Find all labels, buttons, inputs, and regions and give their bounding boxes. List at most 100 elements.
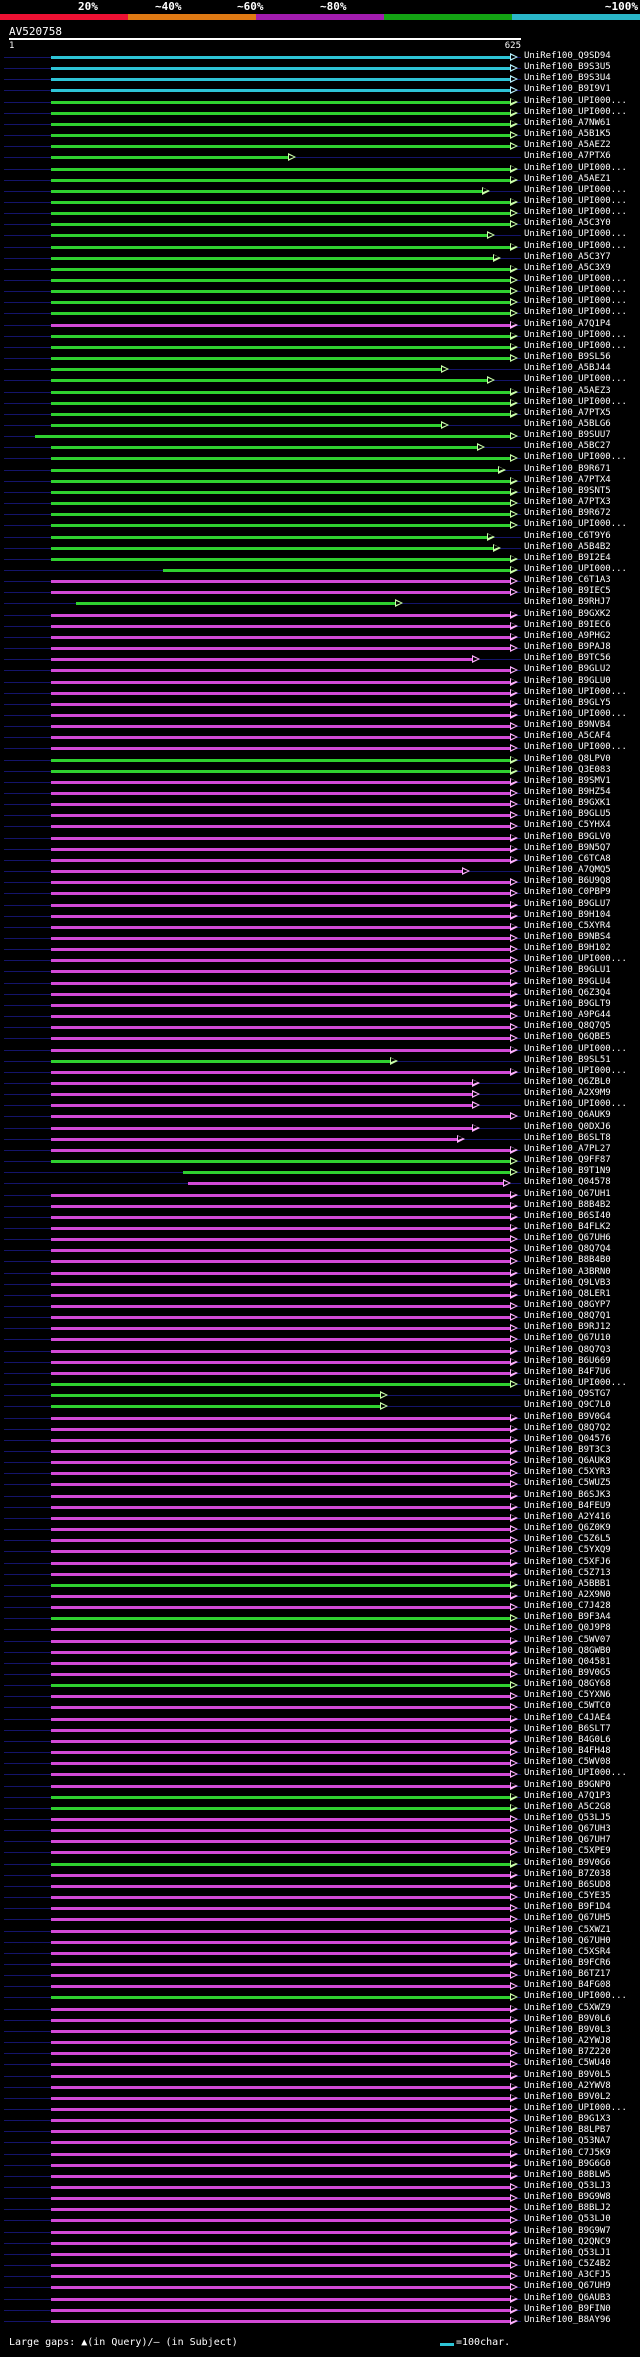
alignment-segment[interactable]: [50, 1684, 511, 1688]
alignment-segment[interactable]: [50, 1338, 511, 1342]
hit-row[interactable]: UniRef100_C5Z713: [0, 1568, 640, 1580]
hit-name[interactable]: UniRef100_Q8Q7Q2: [524, 1422, 611, 1433]
alignment-segment[interactable]: [183, 1171, 511, 1175]
hit-row[interactable]: UniRef100_UPI000...: [0, 519, 640, 531]
alignment-segment[interactable]: [50, 1293, 511, 1297]
hit-row[interactable]: UniRef100_A5BJ44: [0, 363, 640, 375]
hit-row[interactable]: UniRef100_B8LPB7: [0, 2125, 640, 2137]
alignment-segment[interactable]: [50, 167, 511, 171]
alignment-segment[interactable]: [50, 658, 473, 662]
alignment-segment[interactable]: [50, 1238, 511, 1242]
hit-row[interactable]: UniRef100_C5XSR4: [0, 1947, 640, 1959]
hit-row[interactable]: UniRef100_C7J5K9: [0, 2148, 640, 2160]
hit-name[interactable]: UniRef100_UPI000...: [524, 329, 627, 340]
hit-row[interactable]: UniRef100_A5C2G8: [0, 1802, 640, 1814]
alignment-segment[interactable]: [50, 1349, 511, 1353]
alignment-segment[interactable]: [50, 1695, 511, 1699]
alignment-segment[interactable]: [50, 1717, 511, 1721]
hit-row[interactable]: UniRef100_Q67UH9: [0, 2281, 640, 2293]
alignment-segment[interactable]: [50, 379, 488, 383]
hit-name[interactable]: UniRef100_A5AEZ2: [524, 140, 611, 151]
hit-name[interactable]: UniRef100_B9T3C3: [524, 1444, 611, 1455]
hit-name[interactable]: UniRef100_B9RJ12: [524, 1322, 611, 1333]
alignment-segment[interactable]: [50, 424, 442, 427]
hit-name[interactable]: UniRef100_C5WV07: [524, 1634, 611, 1645]
alignment-segment[interactable]: [50, 1751, 511, 1755]
hit-name[interactable]: UniRef100_B9I2E4: [524, 552, 611, 563]
alignment-segment[interactable]: [50, 490, 511, 494]
hit-row[interactable]: UniRef100_Q67UH0: [0, 1936, 640, 1948]
alignment-segment[interactable]: [50, 1572, 511, 1576]
hit-name[interactable]: UniRef100_B8AY96: [524, 2314, 611, 2325]
hit-row[interactable]: UniRef100_UPI000...: [0, 307, 640, 319]
alignment-segment[interactable]: [50, 2197, 511, 2201]
alignment-segment[interactable]: [50, 1093, 473, 1097]
alignment-segment[interactable]: [50, 669, 511, 673]
hit-row[interactable]: UniRef100_B6TZ17: [0, 1969, 640, 1981]
alignment-segment[interactable]: [50, 234, 488, 238]
hit-row[interactable]: UniRef100_Q53LJ5: [0, 1813, 640, 1825]
alignment-segment[interactable]: [50, 189, 483, 193]
hit-row[interactable]: UniRef100_C5XPE9: [0, 1846, 640, 1858]
alignment-segment[interactable]: [50, 1918, 511, 1922]
alignment-segment[interactable]: [50, 1494, 511, 1498]
alignment-segment[interactable]: [50, 635, 511, 639]
alignment-segment[interactable]: [50, 1271, 511, 1275]
hit-row[interactable]: UniRef100_A5B4B2: [0, 542, 640, 554]
hit-row[interactable]: UniRef100_Q8GWB0: [0, 1646, 640, 1658]
hit-name[interactable]: UniRef100_A5AEZ3: [524, 385, 611, 396]
hit-name[interactable]: UniRef100_A7PTX5: [524, 407, 611, 418]
hit-name[interactable]: UniRef100_B9FCR6: [524, 1957, 611, 1968]
hit-name[interactable]: UniRef100_C5XYR4: [524, 920, 611, 931]
hit-row[interactable]: UniRef100_A7PL27: [0, 1144, 640, 1156]
hit-row[interactable]: UniRef100_UPI000...: [0, 1066, 640, 1078]
hit-name[interactable]: UniRef100_A2YWV8: [524, 2080, 611, 2091]
hit-row[interactable]: UniRef100_UPI000...: [0, 207, 640, 219]
hit-row[interactable]: UniRef100_Q9SD94: [0, 51, 640, 63]
alignment-segment[interactable]: [50, 1405, 380, 1409]
alignment-segment[interactable]: [50, 200, 511, 204]
hit-row[interactable]: UniRef100_A3CFJ5: [0, 2270, 640, 2282]
hit-row[interactable]: UniRef100_B9R672: [0, 508, 640, 520]
alignment-segment[interactable]: [50, 1104, 473, 1108]
hit-row[interactable]: UniRef100_B9G1X3: [0, 2114, 640, 2126]
alignment-segment[interactable]: [50, 2286, 511, 2290]
alignment-segment[interactable]: [50, 2264, 511, 2268]
hit-row[interactable]: UniRef100_C5YXQ9: [0, 1545, 640, 1557]
hit-name[interactable]: UniRef100_C5XPE9: [524, 1846, 611, 1857]
alignment-segment[interactable]: [50, 1974, 511, 1978]
hit-row[interactable]: UniRef100_A7PTX6: [0, 151, 640, 163]
hit-name[interactable]: UniRef100_B6U9Q8: [524, 876, 611, 887]
hit-name[interactable]: UniRef100_A5AEZ1: [524, 173, 611, 184]
alignment-segment[interactable]: [50, 2297, 511, 2301]
alignment-segment[interactable]: [50, 401, 511, 405]
hit-name[interactable]: UniRef100_B4FH48: [524, 1746, 611, 1757]
alignment-segment[interactable]: [50, 111, 511, 115]
hit-row[interactable]: UniRef100_A9PG44: [0, 1010, 640, 1022]
hit-row[interactable]: UniRef100_B4FEU9: [0, 1501, 640, 1513]
hit-row[interactable]: UniRef100_UPI000...: [0, 229, 640, 241]
hit-row[interactable]: UniRef100_B7Z220: [0, 2047, 640, 2059]
hit-row[interactable]: UniRef100_UPI000...: [0, 341, 640, 353]
hit-row[interactable]: UniRef100_Q8Q7Q4: [0, 1244, 640, 1256]
hit-row[interactable]: UniRef100_C5YHX4: [0, 820, 640, 832]
alignment-segment[interactable]: [50, 1873, 511, 1877]
alignment-segment[interactable]: [50, 368, 442, 372]
hit-row[interactable]: UniRef100_B9IEC5: [0, 586, 640, 598]
hit-row[interactable]: UniRef100_UPI000...: [0, 742, 640, 754]
alignment-segment[interactable]: [50, 357, 511, 361]
alignment-segment[interactable]: [50, 992, 511, 996]
hit-row[interactable]: UniRef100_B6SJK3: [0, 1490, 640, 1502]
hit-row[interactable]: UniRef100_C4JAE4: [0, 1713, 640, 1725]
hit-name[interactable]: UniRef100_B9G9W7: [524, 2225, 611, 2236]
hit-row[interactable]: UniRef100_Q67UH3: [0, 1824, 640, 1836]
alignment-segment[interactable]: [50, 2130, 511, 2134]
alignment-segment[interactable]: [50, 1193, 511, 1197]
hit-row[interactable]: UniRef100_B9G6G0: [0, 2159, 640, 2171]
hit-row[interactable]: UniRef100_A5AEZ2: [0, 140, 640, 152]
alignment-segment[interactable]: [50, 825, 511, 829]
hit-row[interactable]: UniRef100_Q6AUK9: [0, 1110, 640, 1122]
hit-name[interactable]: UniRef100_Q8GY68: [524, 1679, 611, 1690]
alignment-segment[interactable]: [50, 1305, 511, 1309]
hit-name[interactable]: UniRef100_B9S3U4: [524, 73, 611, 84]
